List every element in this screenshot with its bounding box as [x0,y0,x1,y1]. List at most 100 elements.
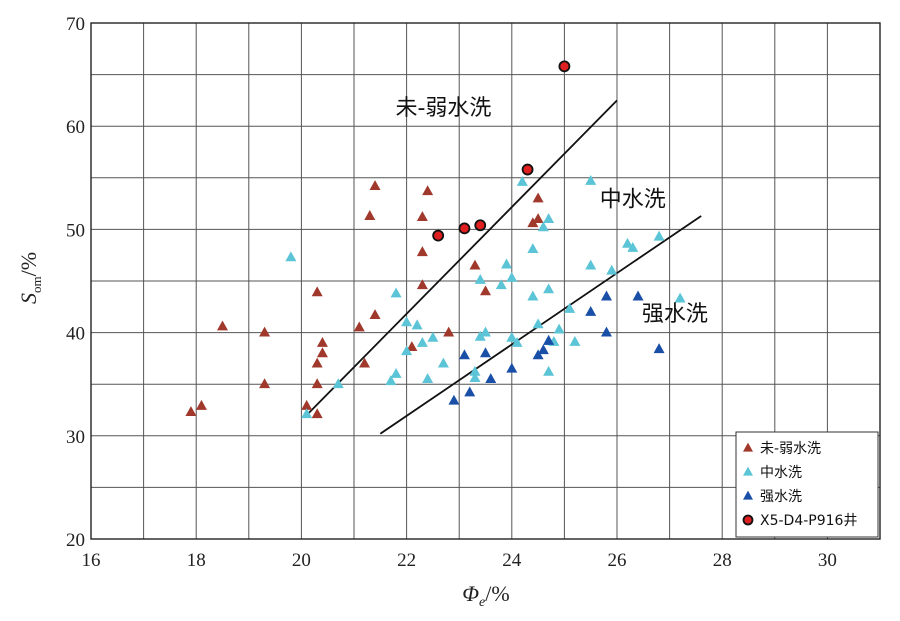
data-point [416,336,428,347]
x-tick-label: 22 [397,550,416,571]
y-tick-label: 40 [66,324,85,345]
data-point [606,264,618,275]
data-point [422,185,434,196]
data-points [185,60,686,419]
data-point [506,271,518,282]
x-axis-subscript: e [479,595,485,610]
data-point [511,336,523,347]
data-point [437,357,449,368]
data-point [311,286,323,297]
x-tick-label: 16 [82,550,101,571]
data-point [311,408,323,419]
data-point [401,345,413,356]
data-point [537,221,549,232]
x-tick-label: 18 [187,550,206,571]
data-point [469,259,481,270]
y-tick-label: 50 [66,220,85,241]
data-point [458,222,471,235]
data-point [527,290,539,301]
legend-marker [743,466,753,476]
data-point [353,321,365,332]
data-point [422,373,434,383]
data-point [469,372,481,382]
annotation-label: 未-弱水洗 [395,96,491,121]
series-X5-D4-P916井 [432,60,571,242]
data-point [543,365,555,376]
data-point [385,375,397,386]
data-point [390,287,402,298]
annotation-label: 强水洗 [642,302,708,327]
data-point [532,192,544,203]
data-point [469,365,481,376]
data-point [432,229,445,242]
data-point [285,251,297,262]
data-point [364,210,376,220]
data-point [553,323,565,334]
data-point [464,386,476,397]
series-中水洗 [285,174,686,419]
data-point [485,373,497,383]
y-tick-label: 20 [66,530,85,551]
data-point [532,213,544,224]
data-point [411,319,423,330]
x-axis-label: Φe/% [462,581,509,610]
data-point [600,290,612,301]
trend-line [306,99,618,416]
legend-box [735,431,879,538]
data-point [627,242,639,252]
y-axis-unit: /% [16,252,41,276]
data-point [316,336,328,347]
x-axis-unit: /% [485,581,509,606]
data-point [185,406,197,417]
data-point [416,279,428,290]
data-point [427,331,439,342]
data-point [516,175,528,186]
data-point [600,326,612,337]
y-axis-label: Som/% [16,252,44,304]
data-point [401,316,413,327]
data-point [480,285,491,296]
data-point [527,243,539,253]
data-point [259,378,271,389]
data-point [474,330,486,341]
legend-entry-label: 未-弱水洗 [760,441,821,457]
annotation-label: 中水洗 [600,188,666,213]
data-point [195,399,207,410]
data-point [521,163,534,176]
data-point [585,259,597,270]
data-point [585,174,597,185]
data-point [537,344,549,355]
x-tick-label: 28 [713,550,732,571]
x-tick-label: 24 [502,550,522,571]
data-point [480,347,491,358]
data-point [564,302,576,313]
legend-marker [743,442,753,452]
data-point [674,292,686,303]
data-point [585,306,597,316]
y-axis-subscript: om [29,276,44,293]
legend-marker [742,514,754,526]
series-未-弱水洗 [185,180,544,419]
data-point [543,213,555,224]
data-point [527,217,539,228]
data-point [369,180,381,191]
y-tick-label: 60 [66,117,85,138]
data-point [416,211,428,221]
data-point [495,279,507,290]
legend-entry-label: 强水洗 [760,489,802,505]
legend-entry-label: 中水洗 [760,465,802,481]
data-point [543,334,555,345]
x-tick-label: 26 [608,550,627,571]
data-point [416,246,428,257]
data-point [558,60,571,73]
data-point [474,219,487,232]
data-point [474,274,486,284]
data-point [359,357,371,368]
data-point [653,230,665,241]
data-point [506,362,518,373]
data-point [501,258,513,269]
data-point [532,318,544,329]
